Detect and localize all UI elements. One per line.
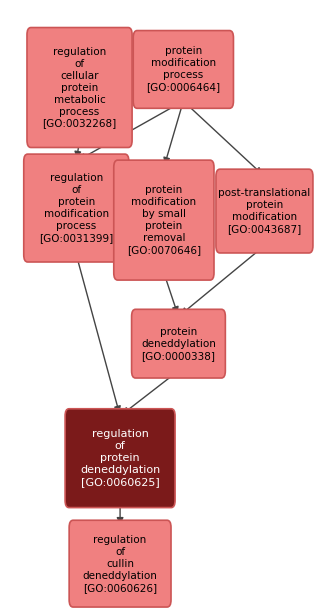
FancyBboxPatch shape — [24, 154, 129, 262]
Text: regulation
of
cellular
protein
metabolic
process
[GO:0032268]: regulation of cellular protein metabolic… — [42, 47, 117, 129]
Text: regulation
of
protein
modification
process
[GO:0031399]: regulation of protein modification proce… — [39, 173, 114, 243]
FancyBboxPatch shape — [133, 31, 233, 108]
FancyBboxPatch shape — [216, 169, 313, 253]
Text: protein
modification
by small
protein
removal
[GO:0070646]: protein modification by small protein re… — [127, 185, 201, 255]
Text: protein
deneddylation
[GO:0000338]: protein deneddylation [GO:0000338] — [141, 327, 216, 360]
Text: post-translational
protein
modification
[GO:0043687]: post-translational protein modification … — [218, 188, 310, 234]
FancyBboxPatch shape — [132, 309, 225, 378]
FancyBboxPatch shape — [69, 520, 171, 607]
FancyBboxPatch shape — [27, 28, 132, 148]
FancyBboxPatch shape — [65, 409, 175, 507]
Text: protein
modification
process
[GO:0006464]: protein modification process [GO:0006464… — [146, 47, 220, 92]
Text: regulation
of
protein
deneddylation
[GO:0060625]: regulation of protein deneddylation [GO:… — [80, 429, 160, 487]
Text: regulation
of
cullin
deneddylation
[GO:0060626]: regulation of cullin deneddylation [GO:0… — [83, 534, 158, 593]
FancyBboxPatch shape — [114, 160, 214, 280]
